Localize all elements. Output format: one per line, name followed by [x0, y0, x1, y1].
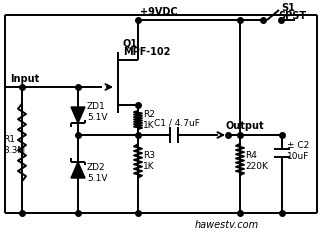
Text: ZD1
5.1V: ZD1 5.1V — [87, 102, 108, 122]
Text: R3
1K: R3 1K — [143, 151, 155, 171]
Text: +9VDC: +9VDC — [140, 7, 178, 17]
Text: SPST: SPST — [278, 11, 306, 21]
Text: Input: Input — [10, 74, 39, 84]
Text: MPF-102: MPF-102 — [123, 47, 170, 57]
Text: Q1: Q1 — [123, 38, 138, 48]
Text: S1: S1 — [281, 3, 295, 13]
Text: R2
1K: R2 1K — [143, 110, 155, 130]
Polygon shape — [71, 107, 85, 123]
Text: R1
3.3M: R1 3.3M — [3, 135, 25, 155]
Polygon shape — [71, 162, 85, 178]
Text: C1 / 4.7uF: C1 / 4.7uF — [154, 118, 200, 128]
Text: ± C2
10uF: ± C2 10uF — [287, 141, 309, 161]
Text: ZD2
5.1V: ZD2 5.1V — [87, 163, 108, 183]
Text: hawestv.com: hawestv.com — [195, 220, 259, 230]
Text: R4
220K: R4 220K — [245, 151, 268, 171]
Text: Output: Output — [226, 121, 265, 131]
